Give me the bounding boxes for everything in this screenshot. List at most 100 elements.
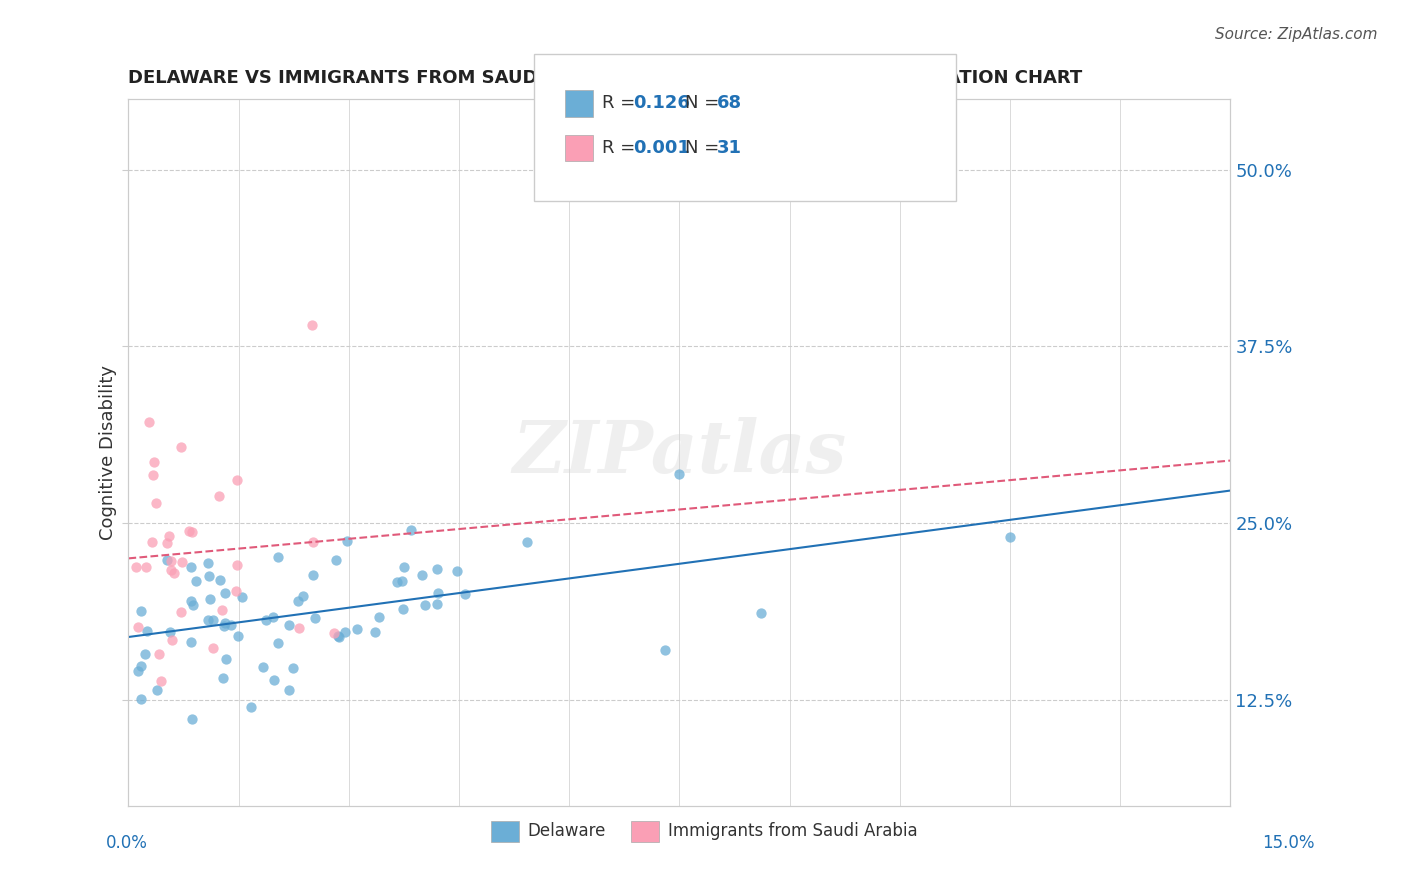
Point [135, 560, 157, 574]
Point [170, 440, 193, 454]
Point [346, 622, 368, 636]
Point [180, 635, 202, 649]
Point [225, 584, 247, 599]
Point [160, 563, 183, 577]
Text: 15.0%: 15.0% [1263, 834, 1315, 852]
Point [180, 524, 202, 539]
Point [325, 552, 347, 566]
Text: Source: ZipAtlas.com: Source: ZipAtlas.com [1215, 27, 1378, 42]
Point [142, 468, 165, 483]
Point [391, 602, 413, 616]
Text: R =: R = [602, 139, 641, 157]
Point [287, 593, 309, 607]
Point [198, 569, 221, 583]
Point [267, 636, 290, 650]
Point [156, 553, 179, 567]
Point [411, 568, 433, 582]
Point [202, 614, 225, 628]
Y-axis label: Cognitive Disability: Cognitive Disability [100, 365, 117, 540]
Point [214, 619, 236, 633]
Point [328, 630, 350, 644]
Point [426, 562, 449, 576]
Point [304, 611, 326, 625]
Point [214, 586, 236, 600]
Point [212, 672, 235, 686]
Point [197, 613, 219, 627]
Point [150, 673, 173, 688]
Text: 31: 31 [717, 139, 742, 157]
Point [326, 629, 349, 643]
Point [198, 591, 221, 606]
Point [141, 535, 163, 549]
Point [252, 660, 274, 674]
Point [146, 683, 169, 698]
Point [226, 473, 249, 487]
Point [136, 624, 159, 639]
Point [159, 554, 181, 568]
Point [131, 691, 153, 706]
Point [177, 524, 200, 538]
Point [148, 647, 170, 661]
Point [163, 566, 186, 581]
Text: N =: N = [685, 95, 724, 112]
Point [202, 640, 225, 655]
Point [225, 558, 247, 572]
Point [180, 594, 202, 608]
Point [364, 624, 387, 639]
Point [180, 712, 202, 726]
Point [426, 597, 449, 611]
Point [335, 624, 357, 639]
Point [156, 536, 179, 550]
Point [391, 574, 413, 589]
Point [180, 559, 202, 574]
Point [231, 590, 253, 604]
Text: Delaware: Delaware [527, 822, 606, 840]
Point [278, 618, 301, 632]
Point [127, 664, 149, 678]
Point [998, 530, 1021, 544]
Point [211, 602, 233, 616]
Point [208, 489, 231, 503]
Text: Immigrants from Saudi Arabia: Immigrants from Saudi Arabia [668, 822, 918, 840]
Point [301, 318, 323, 333]
Point [215, 652, 238, 666]
Point [288, 621, 311, 635]
Text: 0.001: 0.001 [633, 139, 689, 157]
Point [184, 574, 207, 588]
Point [278, 683, 301, 698]
Text: 0.0%: 0.0% [105, 834, 148, 852]
Point [262, 610, 284, 624]
Point [219, 618, 242, 632]
Point [749, 606, 772, 620]
Point [254, 613, 277, 627]
Point [516, 535, 538, 549]
Text: N =: N = [685, 139, 724, 157]
Point [392, 560, 415, 574]
Point [170, 605, 193, 619]
Point [160, 632, 183, 647]
Point [385, 575, 408, 590]
Point [145, 496, 167, 510]
Point [226, 629, 249, 643]
Point [446, 564, 468, 578]
Point [183, 598, 205, 612]
Text: 68: 68 [717, 95, 742, 112]
Point [654, 642, 676, 657]
Point [170, 555, 193, 569]
Point [159, 624, 181, 639]
Point [301, 568, 323, 582]
Point [368, 610, 391, 624]
Point [214, 615, 236, 630]
Text: ZIPatlas: ZIPatlas [512, 417, 846, 488]
Point [197, 556, 219, 570]
Point [399, 523, 422, 537]
Point [209, 573, 232, 587]
Text: DELAWARE VS IMMIGRANTS FROM SAUDI ARABIA COGNITIVE DISABILITY CORRELATION CHART: DELAWARE VS IMMIGRANTS FROM SAUDI ARABIA… [128, 69, 1083, 87]
Text: R =: R = [602, 95, 641, 112]
Point [267, 549, 290, 564]
Point [157, 529, 180, 543]
Point [291, 589, 314, 603]
Point [129, 659, 152, 673]
Point [129, 604, 152, 618]
Point [263, 673, 285, 687]
